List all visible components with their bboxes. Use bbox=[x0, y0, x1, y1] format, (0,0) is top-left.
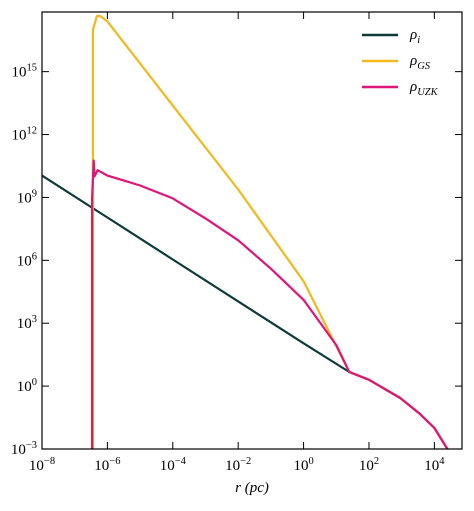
y-tick-label: 103 bbox=[17, 314, 37, 332]
y-tick-label: 106 bbox=[17, 251, 37, 269]
y-tick-label: 109 bbox=[17, 188, 37, 206]
line bbox=[42, 174, 449, 449]
y-tick-label: 1012 bbox=[12, 126, 38, 144]
plot-frame bbox=[41, 11, 463, 450]
legend-label: ρi bbox=[409, 27, 420, 46]
x-tick-label: 10−2 bbox=[225, 456, 251, 474]
x-axis-label: r (pc) bbox=[235, 480, 269, 496]
line bbox=[91, 14, 449, 449]
x-tick-label: 104 bbox=[424, 456, 445, 474]
x-tick-label: 10−8 bbox=[29, 456, 55, 474]
legend-label: ρUZK bbox=[409, 79, 439, 98]
y-tick-label: 100 bbox=[17, 377, 37, 395]
line bbox=[91, 159, 449, 449]
x-tick-label: 100 bbox=[293, 456, 313, 474]
y-tick-label: 10−3 bbox=[11, 440, 37, 458]
x-tick-label: 10−6 bbox=[94, 456, 120, 474]
x-tick-label: 102 bbox=[359, 456, 379, 474]
legend-label: ρGS bbox=[409, 53, 431, 72]
x-tick-label: 10−4 bbox=[160, 456, 187, 474]
y-tick-label: 1015 bbox=[12, 63, 38, 81]
